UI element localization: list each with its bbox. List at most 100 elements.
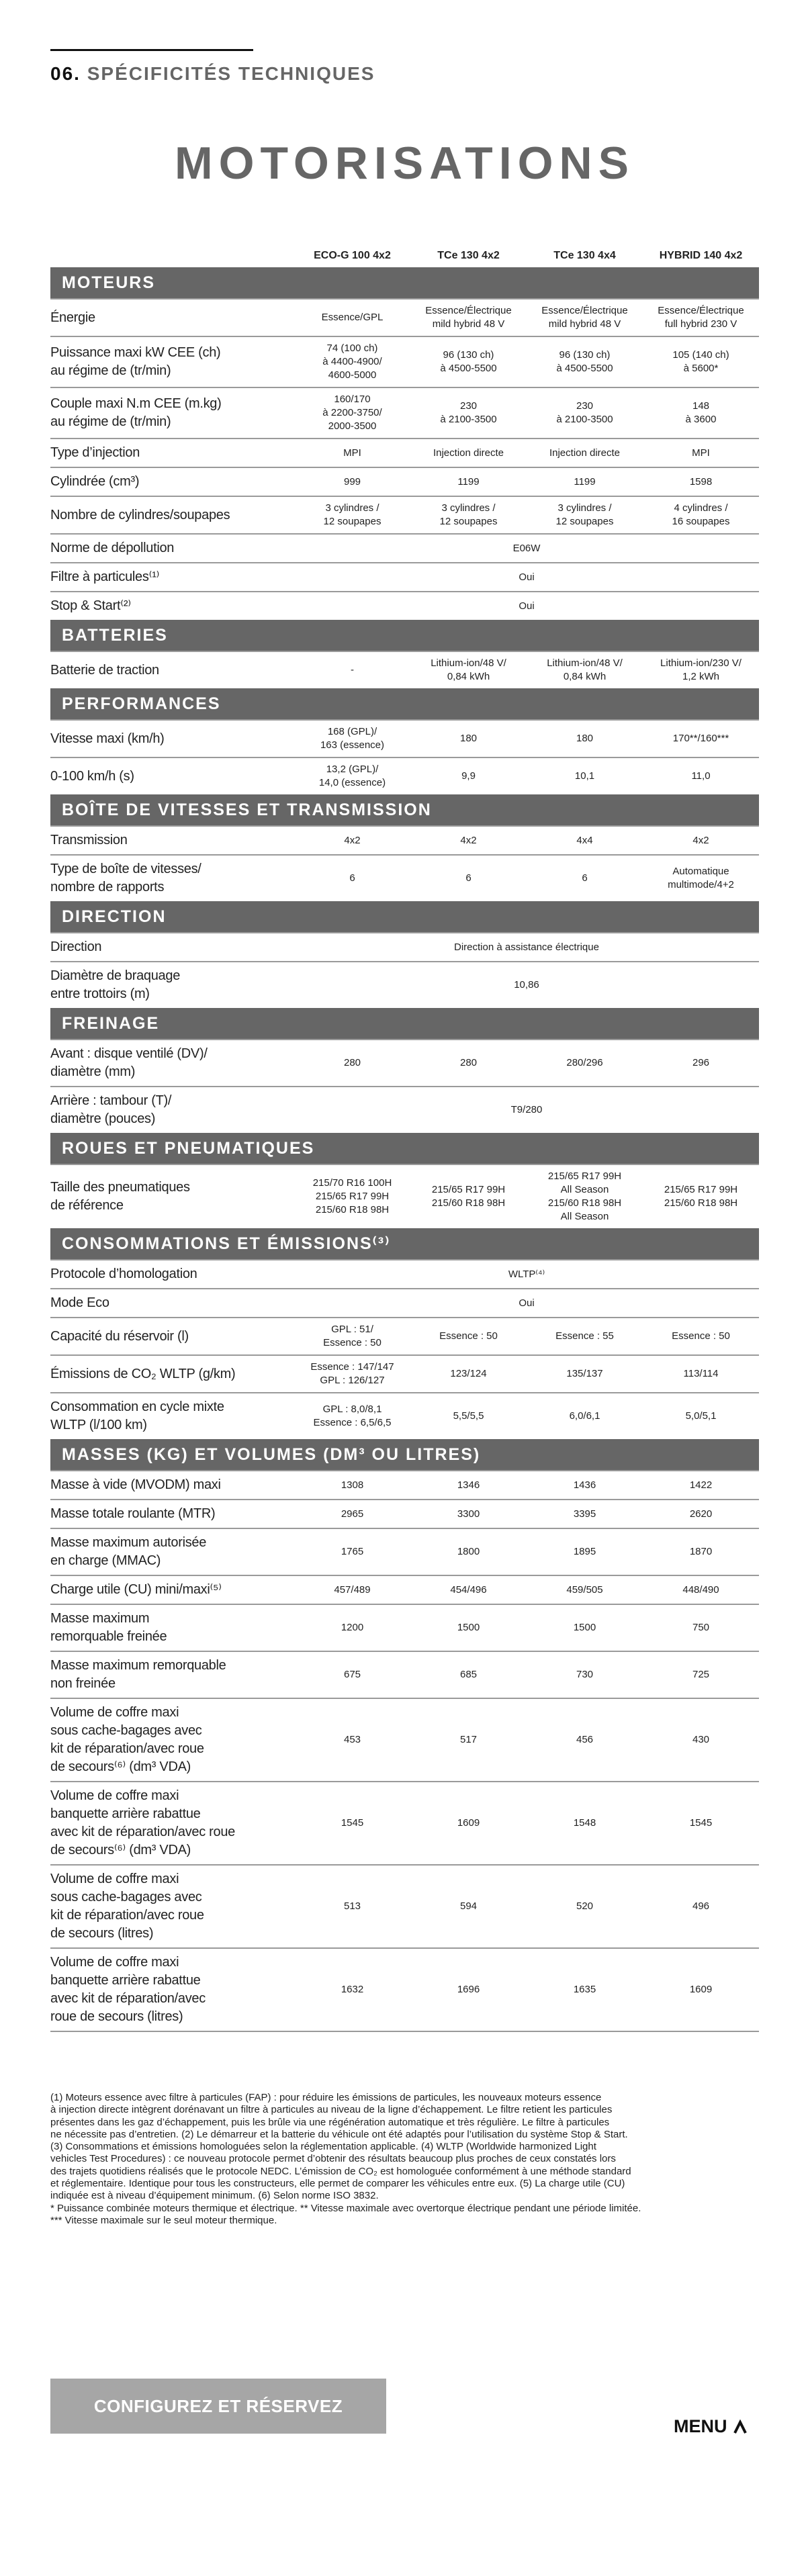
row-value: 1500 xyxy=(457,1622,480,1633)
menu-button[interactable]: MENU xyxy=(674,2416,748,2437)
row-value: 135/137 xyxy=(566,1368,603,1379)
spec-page: 06. SPÉCIFICITÉS TECHNIQUES MOTORISATION… xyxy=(50,0,759,2032)
row-value: 6,0/6,1 xyxy=(569,1410,600,1422)
table-row: Mode Eco Oui xyxy=(50,1288,759,1317)
row-value: 1635 xyxy=(573,1984,596,1995)
configure-reserve-button[interactable]: CONFIGUREZ ET RÉSERVEZ xyxy=(50,2379,386,2434)
table-row: Diamètre de braquage entre trottoirs (m)… xyxy=(50,961,759,1008)
table-row: Avant : disque ventilé (DV)/ diamètre (m… xyxy=(50,1040,759,1086)
table-row: Stop & Start⁽²⁾ Oui xyxy=(50,591,759,620)
row-value: Essence : 55 xyxy=(555,1330,614,1342)
row-label: Batterie de traction xyxy=(50,662,159,678)
row-value: 96 (130 ch) à 4500-5500 xyxy=(440,349,497,374)
table-row: Couple maxi N.m CEE (m.kg) au régime de … xyxy=(50,387,759,438)
row-value: 280 xyxy=(343,1057,361,1068)
section-header: MASSES (KG) ET VOLUMES (DM³ OU LITRES) xyxy=(50,1439,759,1471)
row-value: 230 à 2100-3500 xyxy=(556,400,613,425)
row-label: Arrière : tambour (T)/ diamètre (pouces) xyxy=(50,1093,172,1126)
table-row: Type d’injection MPI Injection directe Inje… xyxy=(50,438,759,467)
section-header: FREINAGE xyxy=(50,1008,759,1040)
section-header: BOÎTE DE VITESSES ET TRANSMISSION xyxy=(50,794,759,827)
table-row: Masse maximum remorquable non freinée 675… xyxy=(50,1651,759,1698)
column-header: HYBRID 140 4x2 xyxy=(659,250,743,261)
spec-section: CONSOMMATIONS ET ÉMISSIONS⁽³⁾ Protocole d… xyxy=(50,1228,759,1439)
section-header: DIRECTION xyxy=(50,901,759,933)
table-row: Masse totale roulante (MTR) 2965 3300 3395 2… xyxy=(50,1499,759,1528)
row-value: 215/65 R17 99H All Season 215/60 R18 98H… xyxy=(547,1170,622,1222)
row-label: Masse totale roulante (MTR) xyxy=(50,1506,216,1521)
row-value: 453 xyxy=(343,1734,361,1745)
row-value: 1632 xyxy=(341,1984,364,1995)
table-row: Capacité du réservoir (l) GPL : 51/ Essen… xyxy=(50,1317,759,1354)
row-value: 1199 xyxy=(574,475,596,488)
row-value: 6 xyxy=(465,872,472,884)
spec-section: PERFORMANCES Vitesse maxi (km/h) 168 (GPL)… xyxy=(50,688,759,794)
row-value: 1436 xyxy=(573,1479,596,1491)
row-value: 999 xyxy=(343,475,361,488)
row-label: Transmission xyxy=(50,833,128,847)
column-headers: ECO-G 100 4x2 TCe 130 4x2 TCe 130 4x4 HYBRI… xyxy=(50,248,759,263)
footnote-line: (1) Moteurs essence avec filtre à partic… xyxy=(50,2092,602,2103)
row-value: 105 (140 ch) à 5600* xyxy=(672,349,729,374)
row-value: 4x4 xyxy=(576,834,593,846)
table-row: Vitesse maxi (km/h) 168 (GPL)/ 163 (essen… xyxy=(50,721,759,757)
row-value: 113/114 xyxy=(683,1368,719,1379)
row-value: 11,0 xyxy=(691,770,711,782)
row-value: 3 cylindres / 12 soupapes xyxy=(439,502,498,527)
row-value: 4x2 xyxy=(344,834,361,846)
row-value: 1765 xyxy=(341,1546,364,1557)
row-value: 2620 xyxy=(689,1508,713,1520)
row-value: Essence/Électrique full hybrid 230 V xyxy=(658,305,744,330)
section-header: CONSOMMATIONS ET ÉMISSIONS⁽³⁾ xyxy=(50,1228,759,1260)
row-value: 5,5/5,5 xyxy=(453,1410,484,1422)
column-header: TCe 130 4x2 xyxy=(437,250,500,261)
table-row: Arrière : tambour (T)/ diamètre (pouces)… xyxy=(50,1086,759,1133)
row-label: Capacité du réservoir (l) xyxy=(50,1328,189,1344)
footnotes: (1) Moteurs essence avec filtre à partic… xyxy=(50,2092,762,2227)
row-value: 685 xyxy=(459,1669,478,1680)
row-value: 296 xyxy=(692,1057,710,1068)
column-header-spacer xyxy=(50,248,294,263)
row-label: Avant : disque ventilé (DV)/ diamètre (m… xyxy=(50,1046,208,1079)
row-value: GPL : 8,0/8,1 Essence : 6,5/6,5 xyxy=(313,1404,392,1428)
row-value: 4 cylindres / 16 soupapes xyxy=(672,502,730,527)
table-row: 0-100 km/h (s) 13,2 (GPL)/ 14,0 (essence)… xyxy=(50,757,759,794)
row-value-all: Direction à assistance électrique xyxy=(454,941,599,953)
row-value: Essence : 50 xyxy=(439,1330,498,1342)
row-value: 2965 xyxy=(341,1508,364,1520)
row-value: Automatique multimode/4+2 xyxy=(668,866,734,890)
section-header: ROUES ET PNEUMATIQUES xyxy=(50,1133,759,1165)
row-value: Essence/Électrique mild hybrid 48 V xyxy=(541,305,628,330)
row-value: 430 xyxy=(692,1734,710,1745)
row-value: 3300 xyxy=(457,1508,480,1520)
table-row: Énergie Essence/GPL Essence/Électrique mil… xyxy=(50,300,759,336)
row-value: 148 à 3600 xyxy=(685,400,717,425)
table-row: Puissance maxi kW CEE (ch) au régime de … xyxy=(50,336,759,387)
table-row: Cylindrée (cm³) 999 1199 1199 1598 xyxy=(50,467,759,496)
table-row: Filtre à particules⁽¹⁾ Oui xyxy=(50,562,759,591)
row-value: Lithium-ion/230 V/ 1,2 kWh xyxy=(660,657,742,682)
row-value: 6 xyxy=(349,872,355,884)
table-row: Consommation en cycle mixte WLTP (l/100 … xyxy=(50,1392,759,1439)
row-label: Stop & Start⁽²⁾ xyxy=(50,598,131,613)
row-label: Cylindrée (cm³) xyxy=(50,474,140,489)
row-value: 675 xyxy=(343,1669,361,1680)
row-value: 3 cylindres / 12 soupapes xyxy=(323,502,382,527)
row-value: 517 xyxy=(459,1734,478,1745)
row-value: 13,2 (GPL)/ 14,0 (essence) xyxy=(318,764,386,788)
table-row: Volume de coffre maxi banquette arrière … xyxy=(50,1781,759,1864)
row-label: Filtre à particules⁽¹⁾ xyxy=(50,569,160,584)
table-row: Protocole d’homologation WLTP⁽⁴⁾ xyxy=(50,1260,759,1288)
chevron-up-icon xyxy=(733,2419,748,2434)
row-value: 1346 xyxy=(457,1479,480,1491)
row-label: Puissance maxi kW CEE (ch) au régime de … xyxy=(50,345,221,378)
spec-section: MOTEURS Énergie Essence/GPL Essence/Électri… xyxy=(50,267,759,620)
row-label: Diamètre de braquage entre trottoirs (m) xyxy=(50,968,181,1001)
table-row: Volume de coffre maxi sous cache-bagages… xyxy=(50,1698,759,1781)
row-value: 6 xyxy=(582,872,588,884)
row-value: 1308 xyxy=(341,1479,364,1491)
row-value: 1598 xyxy=(689,475,713,488)
row-value: 9,9 xyxy=(461,770,476,782)
table-row: Nombre de cylindres/soupapes 3 cylindres … xyxy=(50,496,759,533)
row-value: 1422 xyxy=(689,1479,713,1491)
